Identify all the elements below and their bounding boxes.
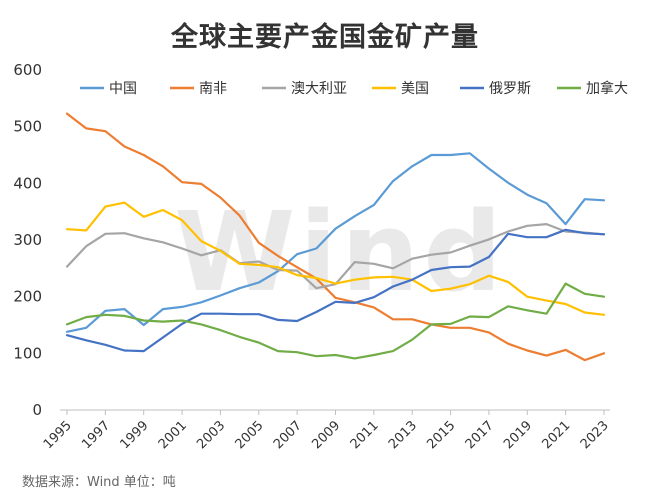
legend: 中国 南非 澳大利亚 美国 俄罗斯 加拿大: [80, 80, 628, 97]
legend-label: 加拿大: [586, 80, 628, 97]
series-line: [65, 152, 606, 333]
series-line: [65, 112, 606, 362]
source-note: 数据来源：Wind 单位：吨: [22, 475, 176, 490]
legend-label: 澳大利亚: [291, 81, 347, 97]
series-line: [65, 282, 606, 360]
x-tick-label: 2023: [578, 418, 612, 452]
x-tick-label: 2017: [463, 418, 497, 452]
chart-title: 全球主要产金国金矿产量: [170, 21, 479, 53]
x-tick-label: 2019: [501, 418, 535, 452]
legend-label: 南非: [199, 81, 227, 97]
x-tick-label: 2013: [386, 418, 420, 452]
y-tick-label: 300: [13, 231, 42, 249]
legend-label: 俄罗斯: [489, 81, 531, 97]
x-tick-label: 2015: [424, 418, 458, 452]
x-axis: 1995 1997 1999 2001 2003 2005 2007 2009 2011 2013…: [41, 409, 612, 452]
series-line: [65, 201, 606, 316]
series-line: [65, 228, 606, 353]
legend-label: 美国: [401, 81, 429, 97]
x-tick-label: 2011: [348, 418, 382, 452]
x-tick-label: 2009: [309, 418, 343, 452]
x-tick-label: 2005: [233, 418, 267, 452]
y-tick-label: 100: [13, 344, 42, 362]
legend-label: 中国: [109, 81, 137, 97]
x-tick-label: 2007: [271, 418, 305, 452]
plot-series: [65, 112, 606, 362]
x-tick-label: 2001: [156, 418, 190, 452]
x-tick-label: 1995: [41, 418, 75, 452]
x-tick-label: 1999: [118, 418, 152, 452]
x-tick-label: 2003: [194, 418, 228, 452]
y-tick-label: 200: [13, 288, 42, 306]
y-axis: 0 100 200 300 400 500 600: [13, 61, 42, 419]
y-tick-label: 600: [13, 61, 42, 79]
x-tick-label: 2021: [539, 418, 573, 452]
y-tick-label: 0: [32, 401, 42, 419]
x-tick-label: 1997: [79, 418, 113, 452]
y-tick-label: 500: [13, 118, 42, 136]
y-tick-label: 400: [13, 174, 42, 192]
